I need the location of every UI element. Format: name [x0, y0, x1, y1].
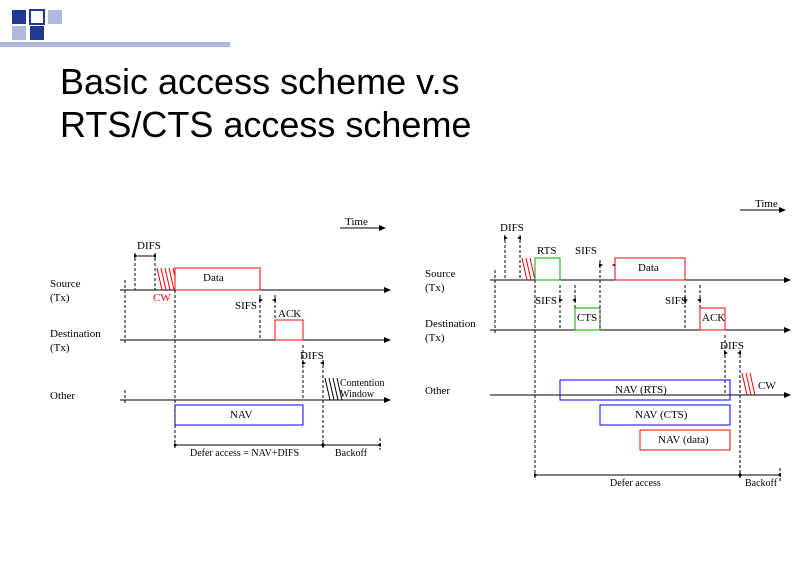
dest-tx-label: (Tx) — [50, 342, 70, 354]
difs-label: DIFS — [137, 240, 161, 252]
difs2-label: DIFS — [300, 350, 324, 362]
navrts-label: NAV (RTS) — [615, 384, 667, 396]
dest-tx-r: (Tx) — [425, 332, 445, 344]
dest-label-r: Destination — [425, 318, 476, 330]
data-label-r: Data — [638, 262, 659, 274]
time-label-r: Time — [755, 198, 778, 210]
ack-label: ACK — [278, 308, 301, 320]
sifs3-label: SIFS — [665, 295, 687, 307]
defer-label-r: Defer access — [610, 478, 661, 489]
title-line2: RTS/CTS access scheme — [60, 104, 471, 145]
nav-label: NAV — [230, 409, 252, 421]
other-label: Other — [50, 390, 75, 402]
navcts-label: NAV (CTS) — [635, 409, 687, 421]
cts-label: CTS — [577, 312, 597, 324]
sifs1-label: SIFS — [535, 295, 557, 307]
cw-label: CW — [153, 292, 171, 304]
rtscts-diagram: Time Source (Tx) Destination (Tx) Other … — [420, 200, 800, 500]
backoff-label: Backoff — [335, 448, 367, 459]
cw-label-r: CW — [758, 380, 776, 392]
defer-nav-label: Defer access = NAV+DIFS — [190, 448, 299, 459]
contention-label: Contention Window — [340, 378, 400, 400]
slide-title: Basic access scheme v.s RTS/CTS access s… — [60, 60, 471, 146]
backoff-label-r: Backoff — [745, 478, 777, 489]
ack-label-r: ACK — [702, 312, 725, 324]
dest-label: Destination — [50, 328, 101, 340]
source-tx-r: (Tx) — [425, 282, 445, 294]
basic-access-diagram: Time Source (Tx) Destination (Tx) Other … — [40, 220, 400, 480]
time-label: Time — [345, 216, 368, 228]
title-line1: Basic access scheme v.s — [60, 61, 459, 102]
difs-label-r: DIFS — [500, 222, 524, 234]
source-label-r: Source — [425, 268, 456, 280]
source-label: Source — [50, 278, 81, 290]
rts-label: RTS — [537, 245, 557, 257]
navdata-label: NAV (data) — [658, 434, 709, 446]
sifs-label: SIFS — [235, 300, 257, 312]
source-tx-label: (Tx) — [50, 292, 70, 304]
basic-access-svg — [40, 220, 400, 480]
difs2-label-r: DIFS — [720, 340, 744, 352]
sifs2-label: SIFS — [575, 245, 597, 257]
other-label-r: Other — [425, 385, 450, 397]
slide-corner-decor — [0, 0, 250, 50]
data-label: Data — [203, 272, 224, 284]
